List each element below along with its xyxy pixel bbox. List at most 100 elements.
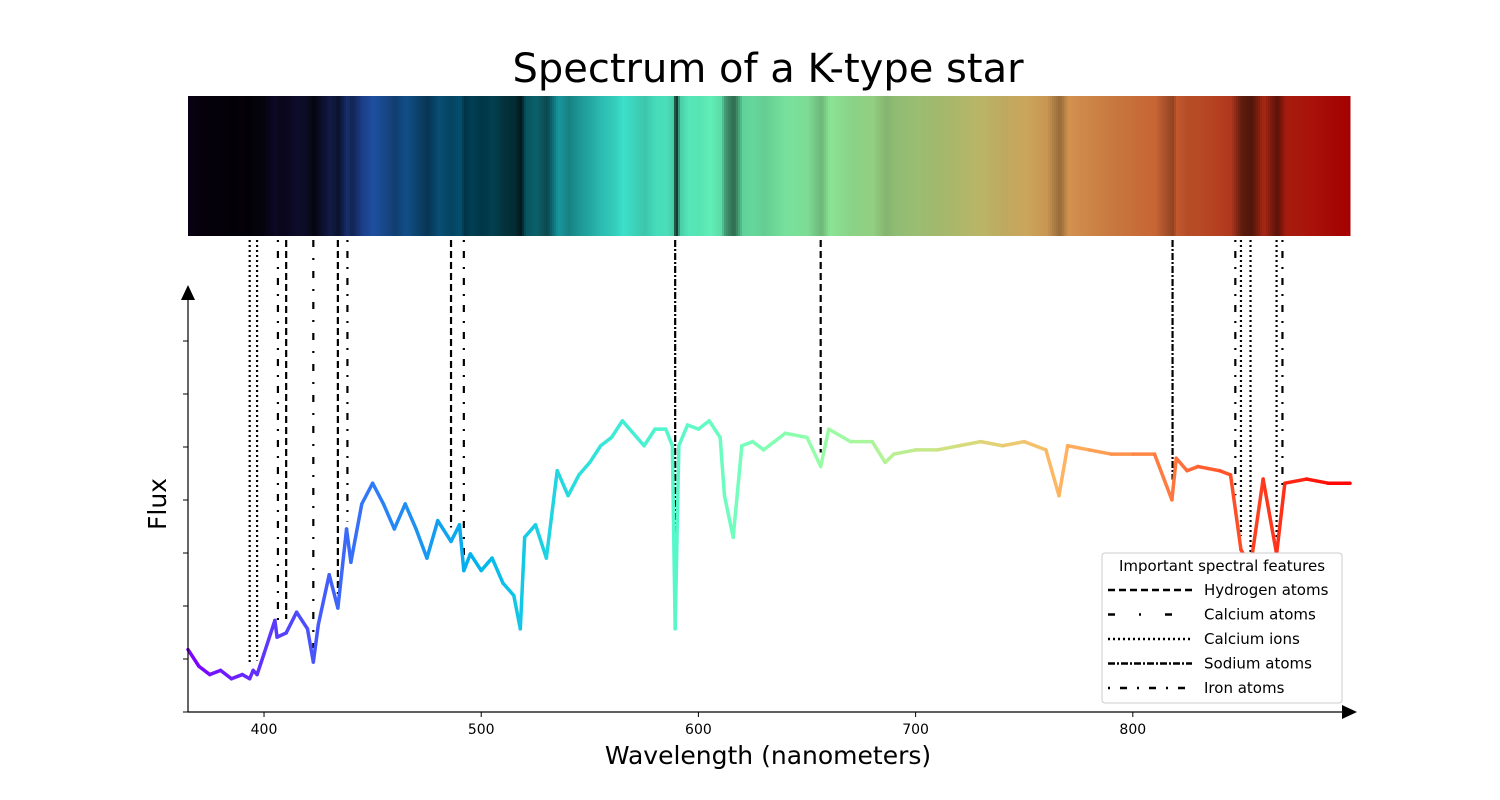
spectrum-strip-band bbox=[550, 96, 553, 236]
spectrum-strip-band bbox=[1262, 96, 1265, 236]
color-spectrum-strip bbox=[188, 96, 1351, 236]
spectrum-strip-band bbox=[476, 96, 479, 236]
spectrum-strip-band bbox=[366, 96, 369, 236]
spectrum-strip-band bbox=[1210, 96, 1213, 236]
spectrum-strip-band bbox=[320, 96, 323, 236]
spectrum-strip-band bbox=[660, 96, 663, 236]
flux-segment bbox=[685, 423, 701, 431]
spectrum-strip-band bbox=[516, 96, 519, 236]
spectrum-strip-band bbox=[1258, 96, 1261, 236]
flux-segment bbox=[1274, 481, 1287, 556]
spectrum-strip-band bbox=[1164, 96, 1167, 236]
spectrum-strip-band bbox=[570, 96, 573, 236]
spectrum-strip-band bbox=[554, 96, 557, 236]
spectrum-strip-band bbox=[1008, 96, 1011, 236]
spectrum-strip-band bbox=[1110, 96, 1113, 236]
spectrum-strip-band bbox=[710, 96, 713, 236]
x-tick-label: 800 bbox=[1119, 722, 1146, 738]
spectrum-strip-band bbox=[1102, 96, 1105, 236]
spectrum-strip-band bbox=[1166, 96, 1169, 236]
spectrum-strip-band bbox=[350, 96, 353, 236]
flux-segment bbox=[642, 427, 657, 448]
spectrum-strip-band bbox=[524, 96, 527, 236]
spectrum-strip-band bbox=[1044, 96, 1047, 236]
legend-title: Important spectral features bbox=[1119, 557, 1325, 575]
flux-segment bbox=[870, 439, 887, 465]
spectrum-strip-band bbox=[992, 96, 995, 236]
spectrum-strip-band bbox=[280, 96, 283, 236]
spectrum-strip-band bbox=[1022, 96, 1025, 236]
flux-segment bbox=[436, 518, 453, 544]
spectrum-strip-band bbox=[768, 96, 771, 236]
flux-segment bbox=[501, 581, 516, 598]
spectrum-strip-band bbox=[596, 96, 599, 236]
spectrum-strip-band bbox=[1122, 96, 1125, 236]
spectrum-strip-band bbox=[972, 96, 975, 236]
spectrum-strip-band bbox=[542, 96, 545, 236]
flux-segment bbox=[316, 572, 331, 627]
flux-segment bbox=[1185, 464, 1200, 473]
spectrum-strip-band bbox=[978, 96, 981, 236]
spectrum-strip-band bbox=[246, 96, 249, 236]
spectrum-strip-band bbox=[908, 96, 911, 236]
spectrum-strip-band bbox=[392, 96, 395, 236]
spectrum-strip-band bbox=[840, 96, 843, 236]
spectrum-strip-band bbox=[1342, 96, 1345, 236]
spectrum-strip-band bbox=[202, 96, 205, 236]
spectrum-strip-band bbox=[1148, 96, 1151, 236]
spectrum-strip-band bbox=[432, 96, 435, 236]
spectrum-strip-band bbox=[552, 96, 555, 236]
spectrum-strip-band bbox=[520, 96, 523, 236]
flux-segment bbox=[673, 444, 681, 631]
spectrum-strip-band bbox=[772, 96, 775, 236]
spectrum-strip-band bbox=[258, 96, 261, 236]
spectrum-strip-band bbox=[430, 96, 433, 236]
spectrum-strip-band bbox=[374, 96, 377, 236]
spectrum-strip-band bbox=[300, 96, 303, 236]
spectrum-strip-band bbox=[920, 96, 923, 236]
spectrum-strip-band bbox=[378, 96, 381, 236]
flux-segment bbox=[1057, 444, 1070, 498]
spectrum-strip-band bbox=[938, 96, 941, 236]
spectrum-strip-band bbox=[528, 96, 531, 236]
spectrum-strip-band bbox=[326, 96, 329, 236]
spectrum-strip-band bbox=[508, 96, 511, 236]
spectrum-strip-band bbox=[1018, 96, 1021, 236]
flux-segment bbox=[783, 431, 809, 440]
spectrum-strip-band bbox=[412, 96, 415, 236]
spectrum-strip-band bbox=[1304, 96, 1307, 236]
spectrum-strip-band bbox=[800, 96, 803, 236]
spectrum-strip-band bbox=[370, 96, 373, 236]
spectrum-strip-band bbox=[1244, 96, 1247, 236]
flux-segment bbox=[826, 427, 853, 444]
legend-entry-label: Calcium ions bbox=[1204, 630, 1300, 648]
spectrum-strip-band bbox=[286, 96, 289, 236]
flux-segment bbox=[349, 502, 364, 564]
spectrum-strip-band bbox=[1338, 96, 1341, 236]
spectrum-strip-band bbox=[334, 96, 337, 236]
legend-box bbox=[1101, 552, 1343, 704]
axes: 400 500 600 700 800 bbox=[181, 285, 1357, 738]
flux-segment bbox=[588, 444, 603, 465]
spectrum-strip-band bbox=[1214, 96, 1217, 236]
spectrum-strip-band bbox=[864, 96, 867, 236]
spectrum-strip-band bbox=[1062, 96, 1065, 236]
spectrum-strip-band bbox=[452, 96, 455, 236]
spectrum-strip-band bbox=[614, 96, 617, 236]
flux-segment bbox=[207, 668, 223, 677]
spectrum-strip-band bbox=[1332, 96, 1335, 236]
spectrum-strip-band bbox=[1324, 96, 1327, 236]
spectrum-strip-band bbox=[1290, 96, 1293, 236]
spectrum-strip-band bbox=[356, 96, 359, 236]
spectrum-strip-band bbox=[1250, 96, 1253, 236]
flux-segment bbox=[577, 460, 592, 477]
spectrum-strip-band bbox=[668, 96, 671, 236]
spectrum-strip-band bbox=[950, 96, 953, 236]
spectrum-strip-band bbox=[884, 96, 887, 236]
flux-segment bbox=[566, 473, 581, 498]
flux-segment bbox=[957, 439, 983, 448]
x-axis-label: Wavelength (nanometers) bbox=[605, 741, 931, 770]
spectrum-strip-band bbox=[608, 96, 611, 236]
spectrum-strip-band bbox=[236, 96, 239, 236]
spectrum-strip-band bbox=[212, 96, 215, 236]
